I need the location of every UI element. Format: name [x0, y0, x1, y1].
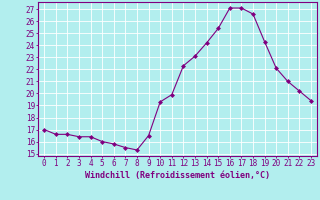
X-axis label: Windchill (Refroidissement éolien,°C): Windchill (Refroidissement éolien,°C): [85, 171, 270, 180]
